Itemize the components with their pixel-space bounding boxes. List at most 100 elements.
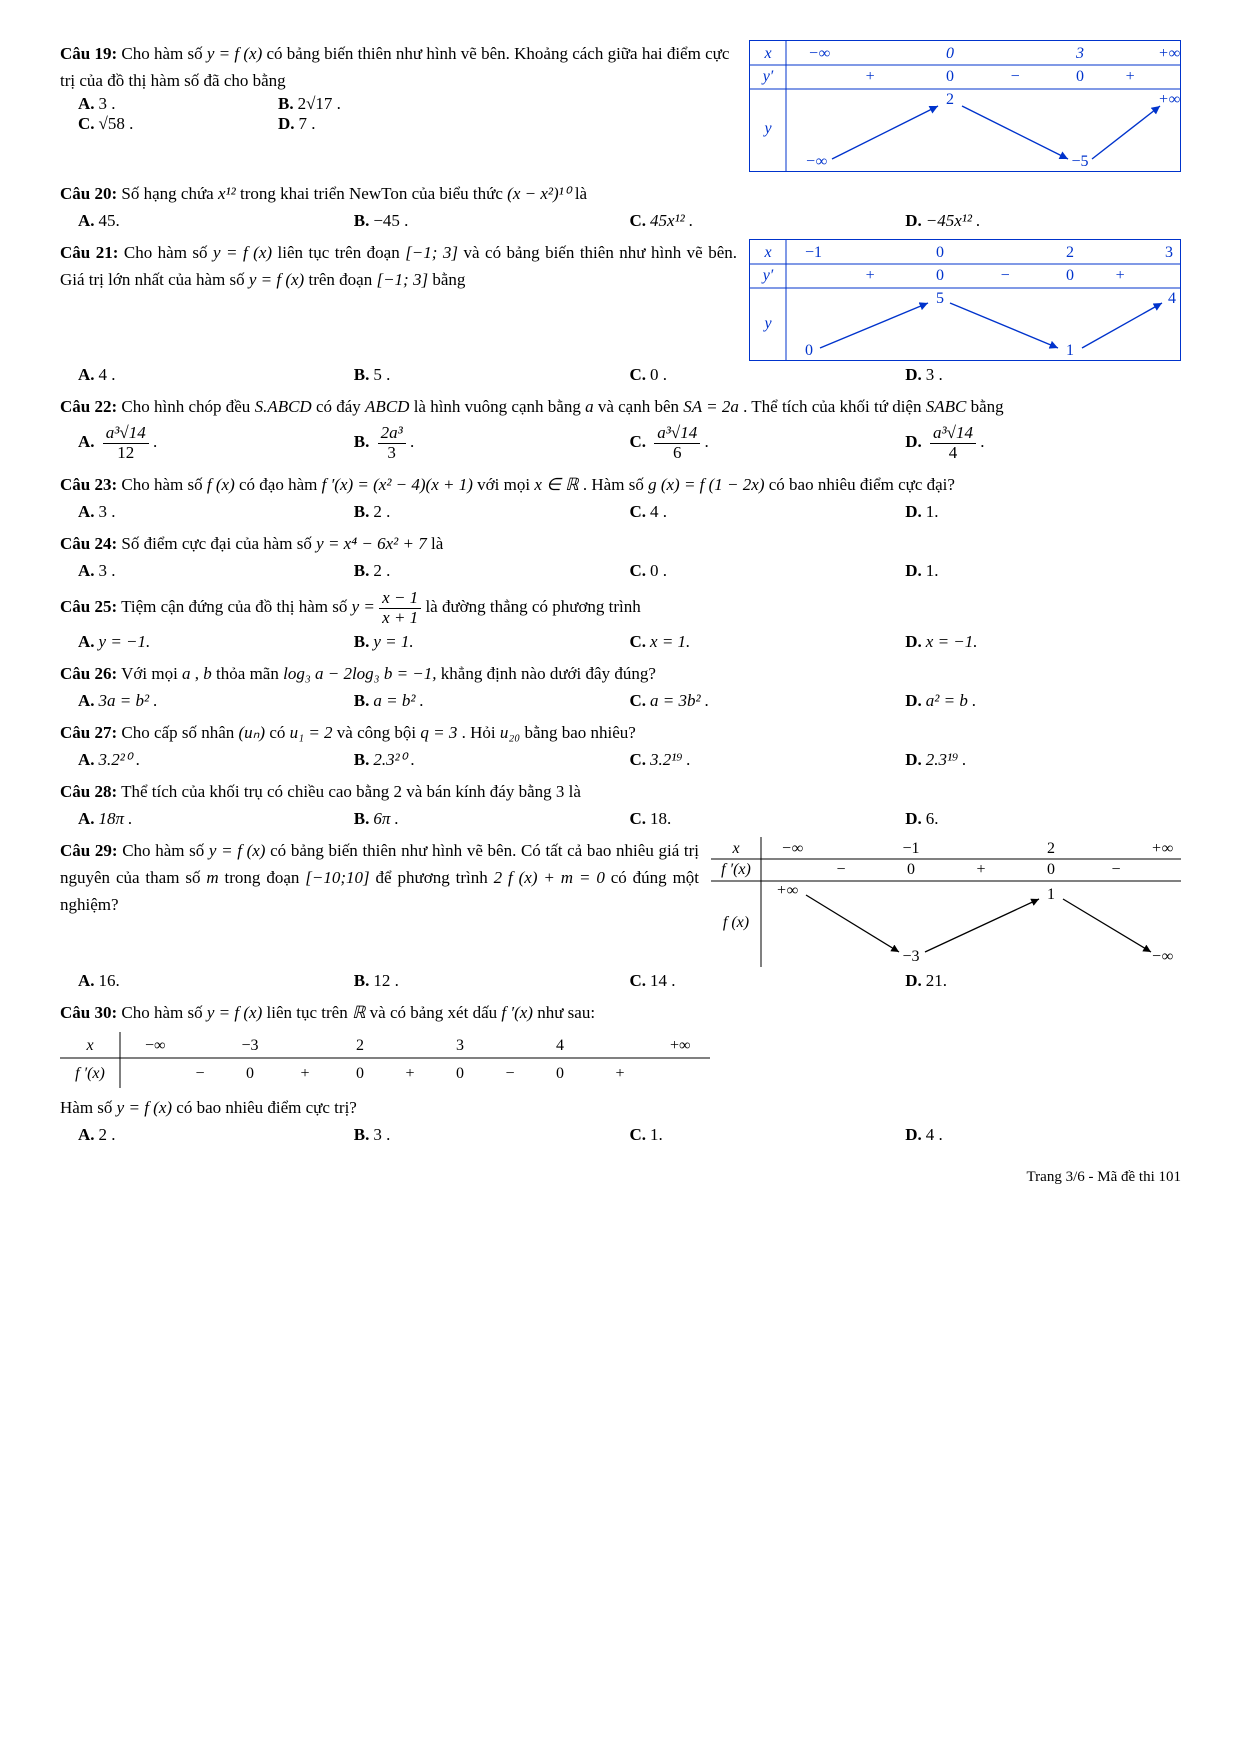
svg-text:−∞: −∞ <box>781 840 803 857</box>
q29-variation-table: x −∞ −1 2 +∞ f ′(x) − 0 + 0 − f (x) +∞ −… <box>711 837 1181 967</box>
svg-text:+: + <box>976 861 985 878</box>
q25-label: Câu 25: <box>60 597 117 616</box>
svg-text:0: 0 <box>356 1065 364 1082</box>
q22-opt-a-num: a³√14 <box>103 424 149 444</box>
q22-opt-d-num: a³√14 <box>930 424 976 444</box>
q26-opt-d: a² = b . <box>926 691 977 710</box>
svg-text:0: 0 <box>946 45 954 62</box>
svg-text:−: − <box>1010 68 1021 85</box>
q20-expr1: x¹² <box>218 184 236 203</box>
q23-expr1: f (x) <box>207 475 235 494</box>
q29-expr3: [−10;10] <box>305 868 369 887</box>
q29-opt-b: 12 . <box>373 971 399 990</box>
svg-text:+: + <box>865 267 876 284</box>
q28-opt-b: 6π . <box>373 809 399 828</box>
svg-text:1: 1 <box>1066 342 1074 359</box>
question-23: Câu 23: Cho hàm số f (x) có đạo hàm f ′(… <box>60 471 1181 522</box>
page-footer: Trang 3/6 - Mã đề thi 101 <box>60 1169 1181 1186</box>
q28-opt-a: 18π . <box>99 809 133 828</box>
svg-text:−: − <box>505 1065 514 1082</box>
question-19: Câu 19: Cho hàm số y = f (x) có bảng biế… <box>60 40 1181 172</box>
q24-opt-c: 0 . <box>650 561 667 580</box>
q19-opt-c: √58 . <box>99 114 134 133</box>
q19-opt-d: 7 . <box>299 114 316 133</box>
svg-text:0: 0 <box>907 861 915 878</box>
svg-text:+: + <box>1125 68 1136 85</box>
svg-text:−3: −3 <box>902 948 919 965</box>
svg-text:0: 0 <box>1047 861 1055 878</box>
q26-opt-c: a = 3b² . <box>650 691 709 710</box>
svg-text:2: 2 <box>1047 840 1055 857</box>
svg-text:4: 4 <box>1168 290 1176 307</box>
q22-expr4: SA = 2a <box>683 397 739 416</box>
q20-opt-a: 45. <box>99 211 120 230</box>
q26-text-d: khẳng định nào dưới đây đúng? <box>441 664 656 683</box>
svg-text:−3: −3 <box>241 1037 258 1054</box>
q20-opt-d: −45x¹² . <box>926 211 981 230</box>
svg-text:3: 3 <box>1165 244 1173 261</box>
q21-expr1: y = f (x) <box>213 243 272 262</box>
svg-text:+∞: +∞ <box>776 882 798 899</box>
q30-text-b: liên tục trên <box>267 1003 352 1022</box>
svg-text:5: 5 <box>936 290 944 307</box>
q29-expr1: y = f (x) <box>209 841 266 860</box>
q26-expr1: a <box>182 664 191 683</box>
svg-text:+: + <box>1115 267 1126 284</box>
q30-opt-a: 2 . <box>99 1125 116 1144</box>
q29-text-c: trong đoạn <box>225 868 306 887</box>
q22-opt-c-den: 6 <box>654 444 700 463</box>
q28-opt-d: 6. <box>926 809 939 828</box>
svg-text:+∞: +∞ <box>1158 45 1180 62</box>
svg-text:+∞: +∞ <box>1158 91 1180 108</box>
q27-text-c: và công bội <box>337 723 421 742</box>
q27-expr2: u₁ = 2 <box>290 723 333 742</box>
q20-text-b: trong khai triển NewTon của biểu thức <box>240 184 507 203</box>
q30-opt-d: 4 . <box>926 1125 943 1144</box>
q22-text-f: bằng <box>971 397 1004 416</box>
q25-opt-c: x = 1. <box>650 632 690 651</box>
svg-text:+: + <box>405 1065 414 1082</box>
q22-text-e: . Thể tích của khối tứ diện <box>743 397 926 416</box>
q23-expr4: g (x) = f (1 − 2x) <box>648 475 764 494</box>
q21-expr3: y = f (x) <box>249 270 304 289</box>
q25-opt-a: y = −1. <box>99 632 151 651</box>
q22-text-b: có đáy <box>316 397 365 416</box>
svg-text:+∞: +∞ <box>1151 840 1173 857</box>
svg-text:−∞: −∞ <box>1151 948 1173 965</box>
q26-opt-a: 3a = b² . <box>99 691 158 710</box>
q28-opt-c: 18. <box>650 809 671 828</box>
q19-variation-table: x −∞ 0 3 +∞ y′ + 0 − 0 + y −∞ 2 −5 +∞ <box>749 40 1181 172</box>
q23-opt-b: 2 . <box>373 502 390 521</box>
q27-opt-a: 3.2²⁰ . <box>99 750 141 769</box>
q29-expr5: 2 f (x) + m = 0 <box>494 868 605 887</box>
q30-text-d: như sau: <box>537 1003 595 1022</box>
q21-opt-c: 0 . <box>650 365 667 384</box>
svg-text:x: x <box>731 840 739 857</box>
q26-text-c: thỏa mãn <box>216 664 283 683</box>
q19-expr1: y = f (x) <box>207 44 262 63</box>
q30-text-e: Hàm số <box>60 1098 117 1117</box>
svg-text:−: − <box>836 861 845 878</box>
q27-expr3: q = 3 <box>420 723 457 742</box>
q23-text-b: có đạo hàm <box>239 475 322 494</box>
svg-text:0: 0 <box>1066 267 1074 284</box>
svg-text:−5: −5 <box>1071 153 1088 170</box>
q27-text-b: có <box>269 723 289 742</box>
q25-text-a: Tiệm cận đứng của đồ thị hàm số <box>121 597 352 616</box>
q30-text-f: có bao nhiêu điểm cực trị? <box>176 1098 357 1117</box>
svg-text:f (x): f (x) <box>723 914 749 931</box>
q24-opt-a: 3 . <box>99 561 116 580</box>
q21-text-a: Cho hàm số <box>124 243 213 262</box>
q20-text-c: là <box>575 184 587 203</box>
q29-text-d: để phương trình <box>376 868 494 887</box>
q27-opt-d: 2.3¹⁹ . <box>926 750 967 769</box>
q30-sign-table: x −∞ −3 2 3 4 +∞ f ′(x) − 0 + 0 + 0 − 0 … <box>60 1032 1181 1088</box>
svg-text:0: 0 <box>1076 68 1084 85</box>
svg-text:y′: y′ <box>761 267 774 284</box>
q21-opt-b: 5 . <box>373 365 390 384</box>
q20-label: Câu 20: <box>60 184 117 203</box>
q22-opt-a-den: 12 <box>103 444 149 463</box>
question-30: Câu 30: Cho hàm số y = f (x) liên tục tr… <box>60 999 1181 1145</box>
q23-label: Câu 23: <box>60 475 117 494</box>
q22-opt-d-den: 4 <box>930 444 976 463</box>
